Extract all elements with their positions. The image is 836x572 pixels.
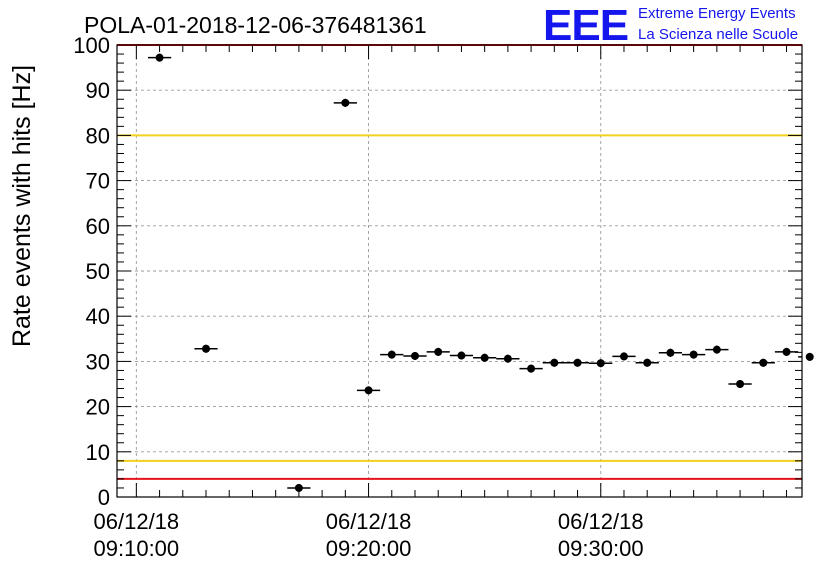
data-marker: [434, 347, 443, 356]
data-point: [589, 359, 613, 368]
data-point: [542, 358, 566, 367]
x-tick-label-date: 06/12/18: [558, 509, 644, 534]
y-tick-labels: 0 10 20 30 40 50 60 70 80 90 100: [73, 33, 110, 510]
chart-title: POLA-01-2018-12-06-376481361: [84, 12, 427, 38]
data-marker: [550, 358, 559, 367]
y-tick-label: 50: [86, 259, 110, 284]
data-marker: [294, 483, 303, 492]
data-point: [356, 386, 381, 395]
y-tick-label: 70: [86, 169, 110, 194]
data-marker: [480, 353, 489, 362]
data-point: [635, 358, 659, 367]
data-marker: [387, 350, 396, 359]
logo-mark: EEE: [543, 1, 628, 50]
data-marker: [364, 386, 373, 395]
data-marker: [341, 98, 350, 107]
data-marker: [619, 352, 628, 361]
data-marker: [643, 358, 652, 367]
y-tick-label: 0: [98, 485, 110, 510]
data-point: [798, 352, 814, 361]
data-marker: [527, 364, 536, 373]
data-point: [473, 353, 497, 362]
data-point: [147, 53, 172, 62]
data-point: [333, 98, 357, 107]
data-point: [194, 344, 218, 353]
data-marker: [503, 354, 512, 363]
y-tick-label: 30: [86, 349, 110, 374]
data-point: [496, 354, 520, 363]
eee-logo: EEE Extreme Energy Events La Scienza nel…: [543, 1, 798, 50]
x-tick-label-time: 09:30:00: [558, 536, 644, 561]
data-point: [728, 380, 752, 388]
reference-lines: [117, 44, 802, 480]
y-tick-label: 100: [73, 33, 110, 58]
data-point: [287, 483, 311, 492]
data-marker: [805, 352, 814, 361]
data-point: [774, 347, 799, 356]
y-tick-label: 10: [86, 440, 110, 465]
data-marker: [759, 358, 768, 367]
x-tick-label-date: 06/12/18: [94, 509, 180, 534]
logo-line-1: Extreme Energy Events: [638, 5, 796, 22]
data-point: [380, 350, 404, 359]
x-tick-label-time: 09:20:00: [326, 536, 412, 561]
data-marker: [202, 344, 211, 353]
data-marker: [410, 351, 419, 360]
data-marker: [712, 345, 721, 354]
grid: [117, 45, 802, 497]
data-marker: [155, 53, 164, 62]
x-tick-labels: 06/12/1809:10:0006/12/1809:20:0006/12/18…: [94, 509, 644, 561]
data-marker: [573, 358, 582, 367]
data-point: [403, 351, 427, 360]
logo-line-2: La Scienza nelle Scuole: [638, 26, 798, 43]
data-point: [658, 348, 683, 357]
data-points: [147, 53, 814, 492]
data-point: [751, 358, 775, 367]
data-point: [426, 347, 450, 356]
data-point: [705, 345, 729, 354]
data-marker: [457, 351, 466, 360]
data-marker: [666, 348, 675, 357]
y-axis-label: Rate events with hits [Hz]: [8, 65, 36, 347]
y-tick-label: 90: [86, 78, 110, 103]
x-tick-label-date: 06/12/18: [326, 509, 412, 534]
y-tick-label: 40: [86, 304, 110, 329]
data-point: [449, 351, 474, 360]
x-tick-label-time: 09:10:00: [94, 536, 180, 561]
data-point: [682, 350, 706, 359]
data-point: [519, 364, 543, 373]
y-tick-label: 80: [86, 123, 110, 148]
data-point: [612, 352, 636, 361]
data-point: [565, 358, 590, 367]
data-marker: [596, 359, 605, 368]
y-tick-label: 20: [86, 395, 110, 420]
y-tick-label: 60: [86, 214, 110, 239]
axis-ticks: [117, 44, 802, 498]
data-marker: [736, 380, 745, 388]
data-marker: [782, 347, 791, 356]
data-marker: [689, 350, 698, 359]
